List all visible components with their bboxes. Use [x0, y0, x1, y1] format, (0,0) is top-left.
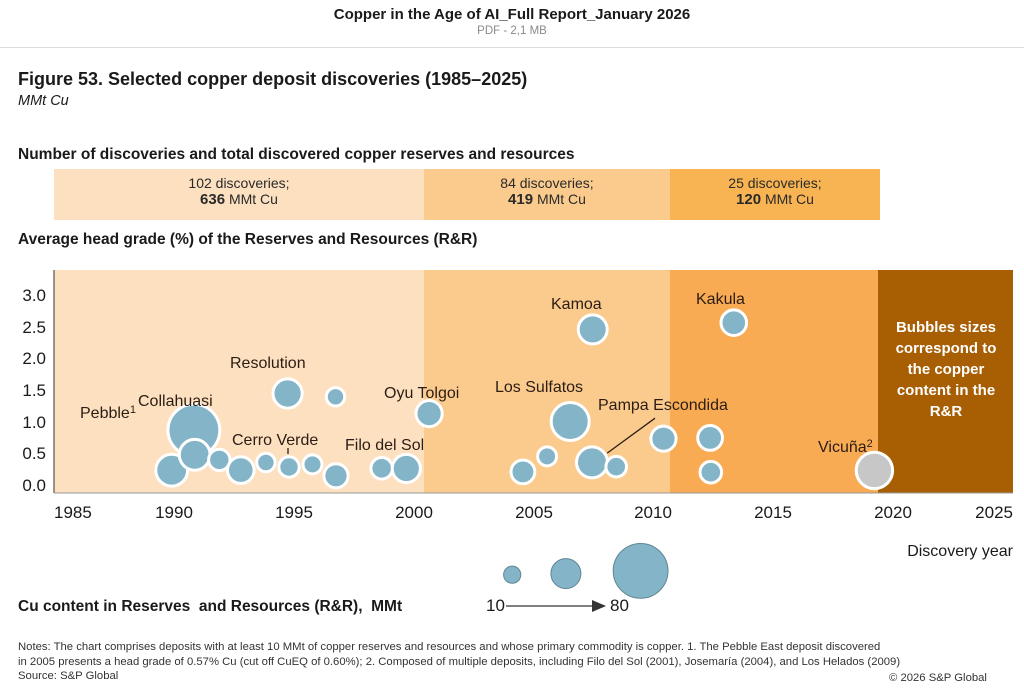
svg-text:80: 80: [610, 596, 629, 615]
svg-text:10: 10: [486, 596, 505, 615]
